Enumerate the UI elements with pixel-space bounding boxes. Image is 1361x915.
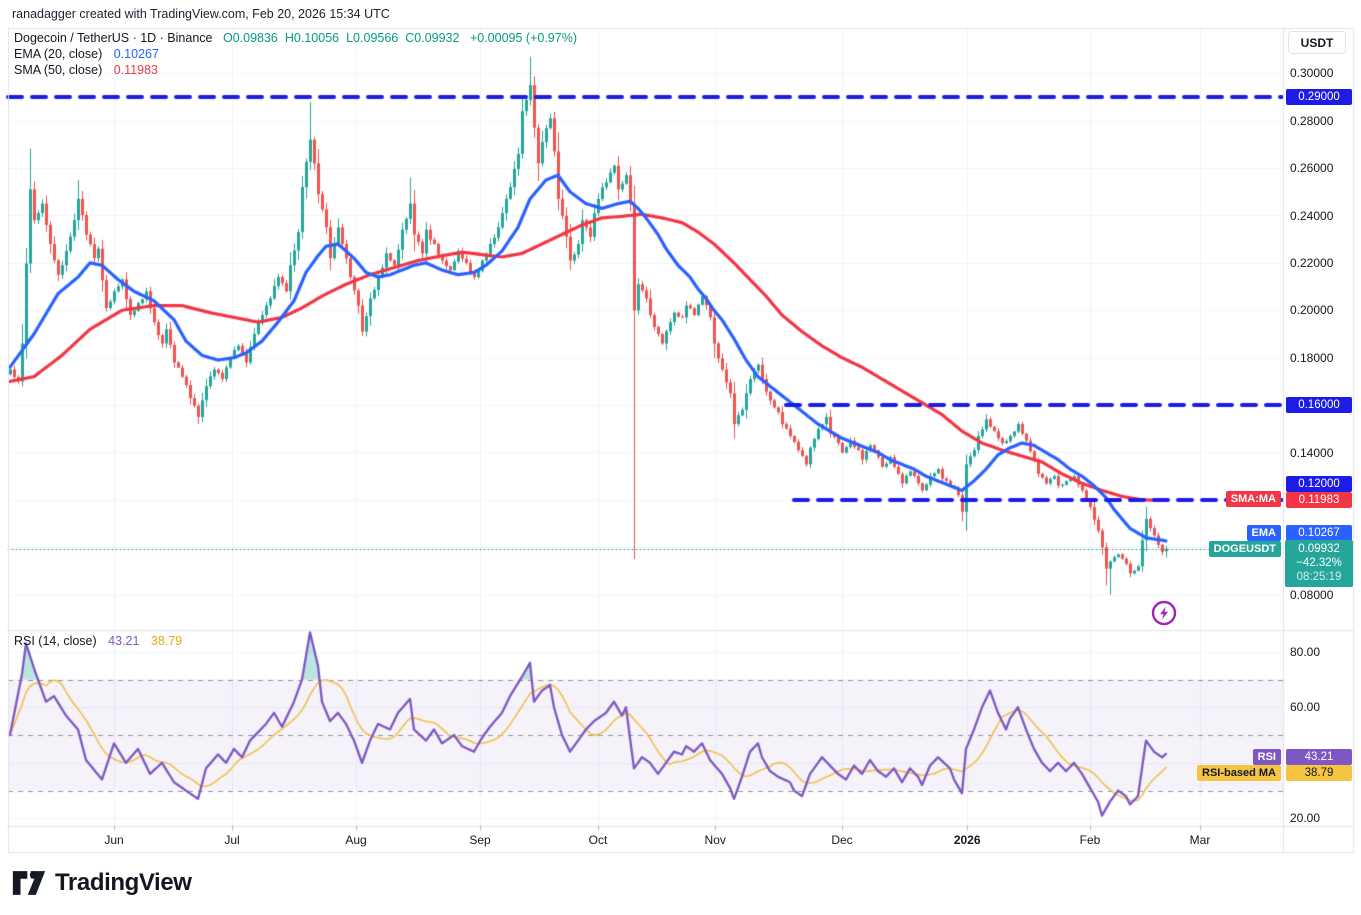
- axis-label-level-0.29: 0.29000: [1286, 89, 1352, 105]
- last-price-value: 0.09932: [1298, 543, 1340, 555]
- ema-legend-row[interactable]: EMA (20, close) 0.10267: [14, 46, 577, 62]
- rsi-tick-label: 80.00: [1290, 644, 1321, 659]
- ema-indicator-label[interactable]: EMA (20, close): [14, 47, 103, 61]
- last-price-axis-box: 0.09932 −42.32% 08:25:19: [1285, 540, 1353, 587]
- price-tick-label: 0.30000: [1290, 66, 1334, 81]
- sma-series-pill: SMA:MA: [1225, 491, 1281, 507]
- rsi-ma-series-pill: RSI-based MA: [1197, 765, 1281, 781]
- rsi-series-pill: RSI: [1252, 749, 1281, 765]
- price-tick-label: 0.08000: [1290, 587, 1334, 602]
- time-tick-label: Jul: [224, 833, 240, 847]
- symbol-series-pill: DOGEUSDT: [1208, 541, 1281, 557]
- rsi-tick-label: 20.00: [1290, 811, 1321, 826]
- symbol-title[interactable]: Dogecoin / TetherUS · 1D · Binance: [14, 31, 213, 45]
- currency-toggle-button[interactable]: USDT: [1288, 31, 1346, 54]
- price-tick-label: 0.14000: [1290, 445, 1334, 460]
- price-tick-label: 0.28000: [1290, 113, 1334, 128]
- time-tick-label: Feb: [1079, 833, 1101, 847]
- sma-legend-row[interactable]: SMA (50, close) 0.11983: [14, 62, 577, 78]
- time-tick-label: 2026: [953, 833, 981, 847]
- time-tick-label: Dec: [831, 833, 853, 847]
- axis-label-ema-value: 0.10267: [1286, 525, 1352, 541]
- rsi-indicator-value: 43.21: [108, 634, 140, 648]
- rsi-indicator-label[interactable]: RSI (14, close): [14, 634, 97, 648]
- axis-label-rsi-value: 43.21: [1286, 749, 1352, 765]
- sma-indicator-value: 0.11983: [113, 63, 158, 77]
- time-tick-label: Mar: [1189, 833, 1211, 847]
- ohlc-value: O0.09836: [222, 31, 278, 45]
- sma-indicator-label[interactable]: SMA (50, close): [14, 63, 103, 77]
- ohlc-value: L0.09566: [346, 31, 399, 45]
- axis-label-level-0.12: 0.12000: [1286, 476, 1352, 492]
- time-tick-label: Oct: [588, 833, 608, 847]
- rsi-legend-row[interactable]: RSI (14, close) 43.21 38.79: [14, 634, 182, 648]
- tradingview-logo-icon: [12, 871, 46, 895]
- tradingview-logo[interactable]: TradingView: [12, 868, 192, 898]
- time-tick-label: Jun: [104, 833, 124, 847]
- time-tick-label: Aug: [345, 833, 367, 847]
- axis-label-sma-value: 0.11983: [1286, 492, 1352, 508]
- change-value: +0.00095 (+0.97%): [469, 31, 577, 45]
- bar-countdown: 08:25:19: [1296, 571, 1342, 583]
- axis-label-rsi-ma-value: 38.79: [1286, 765, 1352, 781]
- price-tick-label: 0.18000: [1290, 350, 1334, 365]
- rsi-ma-indicator-value: 38.79: [150, 634, 183, 648]
- price-tick-label: 0.24000: [1290, 208, 1334, 223]
- price-tick-label: 0.26000: [1290, 161, 1334, 176]
- ohlc-value: C0.09932: [405, 31, 460, 45]
- tradingview-logo-text: TradingView: [55, 869, 192, 896]
- change-percent-value: −42.32%: [1296, 557, 1342, 569]
- time-tick-label: Nov: [704, 833, 726, 847]
- ema-indicator-value: 0.10267: [113, 47, 159, 61]
- rsi-tick-label: 60.00: [1290, 700, 1321, 715]
- lightning-icon[interactable]: [1150, 599, 1178, 627]
- time-tick-label: Sep: [469, 833, 491, 847]
- axis-label-level-0.16: 0.16000: [1286, 397, 1352, 413]
- ema-series-pill: EMA: [1246, 525, 1281, 541]
- price-tick-label: 0.22000: [1290, 255, 1334, 270]
- price-tick-label: 0.20000: [1290, 303, 1334, 318]
- attribution-text: ranadagger created with TradingView.com,…: [12, 7, 390, 21]
- symbol-legend-row[interactable]: Dogecoin / TetherUS · 1D · Binance O0.09…: [14, 30, 577, 46]
- ohlc-value: H0.10056: [284, 31, 340, 45]
- chart-legend: Dogecoin / TetherUS · 1D · Binance O0.09…: [14, 30, 577, 78]
